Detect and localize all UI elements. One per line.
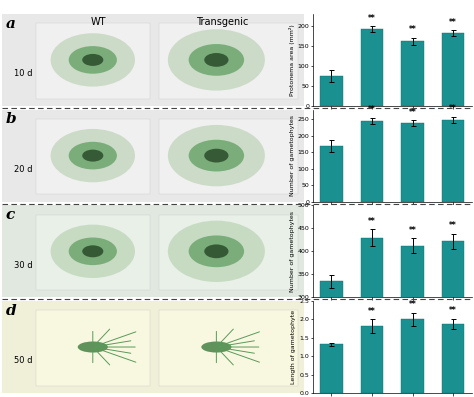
Bar: [361, 121, 383, 202]
Bar: [401, 246, 424, 397]
Y-axis label: Number of gametophytes: Number of gametophytes: [290, 211, 294, 292]
Text: **: **: [449, 17, 457, 27]
Text: **: **: [449, 221, 457, 230]
Bar: [401, 123, 424, 202]
Text: **: **: [368, 13, 376, 23]
Bar: [361, 29, 383, 106]
Ellipse shape: [189, 44, 244, 76]
Y-axis label: Number of gametophytes: Number of gametophytes: [290, 115, 294, 196]
Text: **: **: [368, 216, 376, 225]
Text: c: c: [5, 208, 15, 222]
Ellipse shape: [168, 29, 265, 91]
Ellipse shape: [51, 225, 135, 278]
Text: **: **: [409, 25, 417, 34]
Ellipse shape: [204, 245, 228, 258]
Text: WT: WT: [91, 17, 107, 27]
Ellipse shape: [189, 235, 244, 267]
Bar: [320, 345, 343, 393]
Ellipse shape: [189, 140, 244, 172]
Text: **: **: [368, 106, 376, 114]
FancyBboxPatch shape: [36, 310, 150, 385]
FancyBboxPatch shape: [36, 214, 150, 290]
Ellipse shape: [82, 245, 103, 257]
Text: **: **: [409, 226, 417, 235]
Ellipse shape: [201, 341, 231, 353]
Ellipse shape: [168, 125, 265, 186]
Ellipse shape: [51, 33, 135, 87]
Bar: [361, 326, 383, 393]
Ellipse shape: [69, 237, 117, 265]
Bar: [442, 241, 465, 397]
Text: 20 d: 20 d: [14, 165, 33, 174]
FancyBboxPatch shape: [159, 23, 298, 98]
Ellipse shape: [82, 54, 103, 66]
Text: **: **: [368, 307, 376, 316]
Bar: [401, 41, 424, 106]
Text: Transgenic: Transgenic: [196, 17, 248, 27]
Bar: [442, 120, 465, 202]
Bar: [442, 33, 465, 106]
Text: 30 d: 30 d: [14, 260, 33, 270]
Ellipse shape: [69, 142, 117, 170]
FancyBboxPatch shape: [159, 310, 298, 385]
Y-axis label: Length of gametophyte: Length of gametophyte: [292, 310, 296, 384]
Bar: [442, 324, 465, 393]
Text: 10 d: 10 d: [14, 69, 33, 78]
Ellipse shape: [204, 149, 228, 162]
Ellipse shape: [51, 129, 135, 182]
FancyBboxPatch shape: [159, 214, 298, 290]
FancyBboxPatch shape: [159, 119, 298, 194]
Text: **: **: [409, 300, 417, 309]
Bar: [361, 237, 383, 397]
Y-axis label: Protonema area (mm²): Protonema area (mm²): [289, 24, 294, 96]
Bar: [320, 76, 343, 106]
FancyBboxPatch shape: [36, 23, 150, 98]
Text: **: **: [409, 108, 417, 117]
FancyBboxPatch shape: [36, 119, 150, 194]
Text: b: b: [5, 112, 16, 126]
Bar: [320, 146, 343, 202]
Ellipse shape: [82, 150, 103, 162]
Bar: [401, 320, 424, 393]
Ellipse shape: [69, 46, 117, 74]
Ellipse shape: [168, 221, 265, 282]
Text: **: **: [449, 104, 457, 114]
Text: a: a: [5, 17, 15, 31]
Ellipse shape: [78, 341, 108, 353]
Text: 50 d: 50 d: [14, 357, 33, 365]
Bar: [320, 281, 343, 397]
Text: d: d: [5, 304, 16, 318]
Ellipse shape: [204, 53, 228, 67]
Text: **: **: [449, 306, 457, 315]
